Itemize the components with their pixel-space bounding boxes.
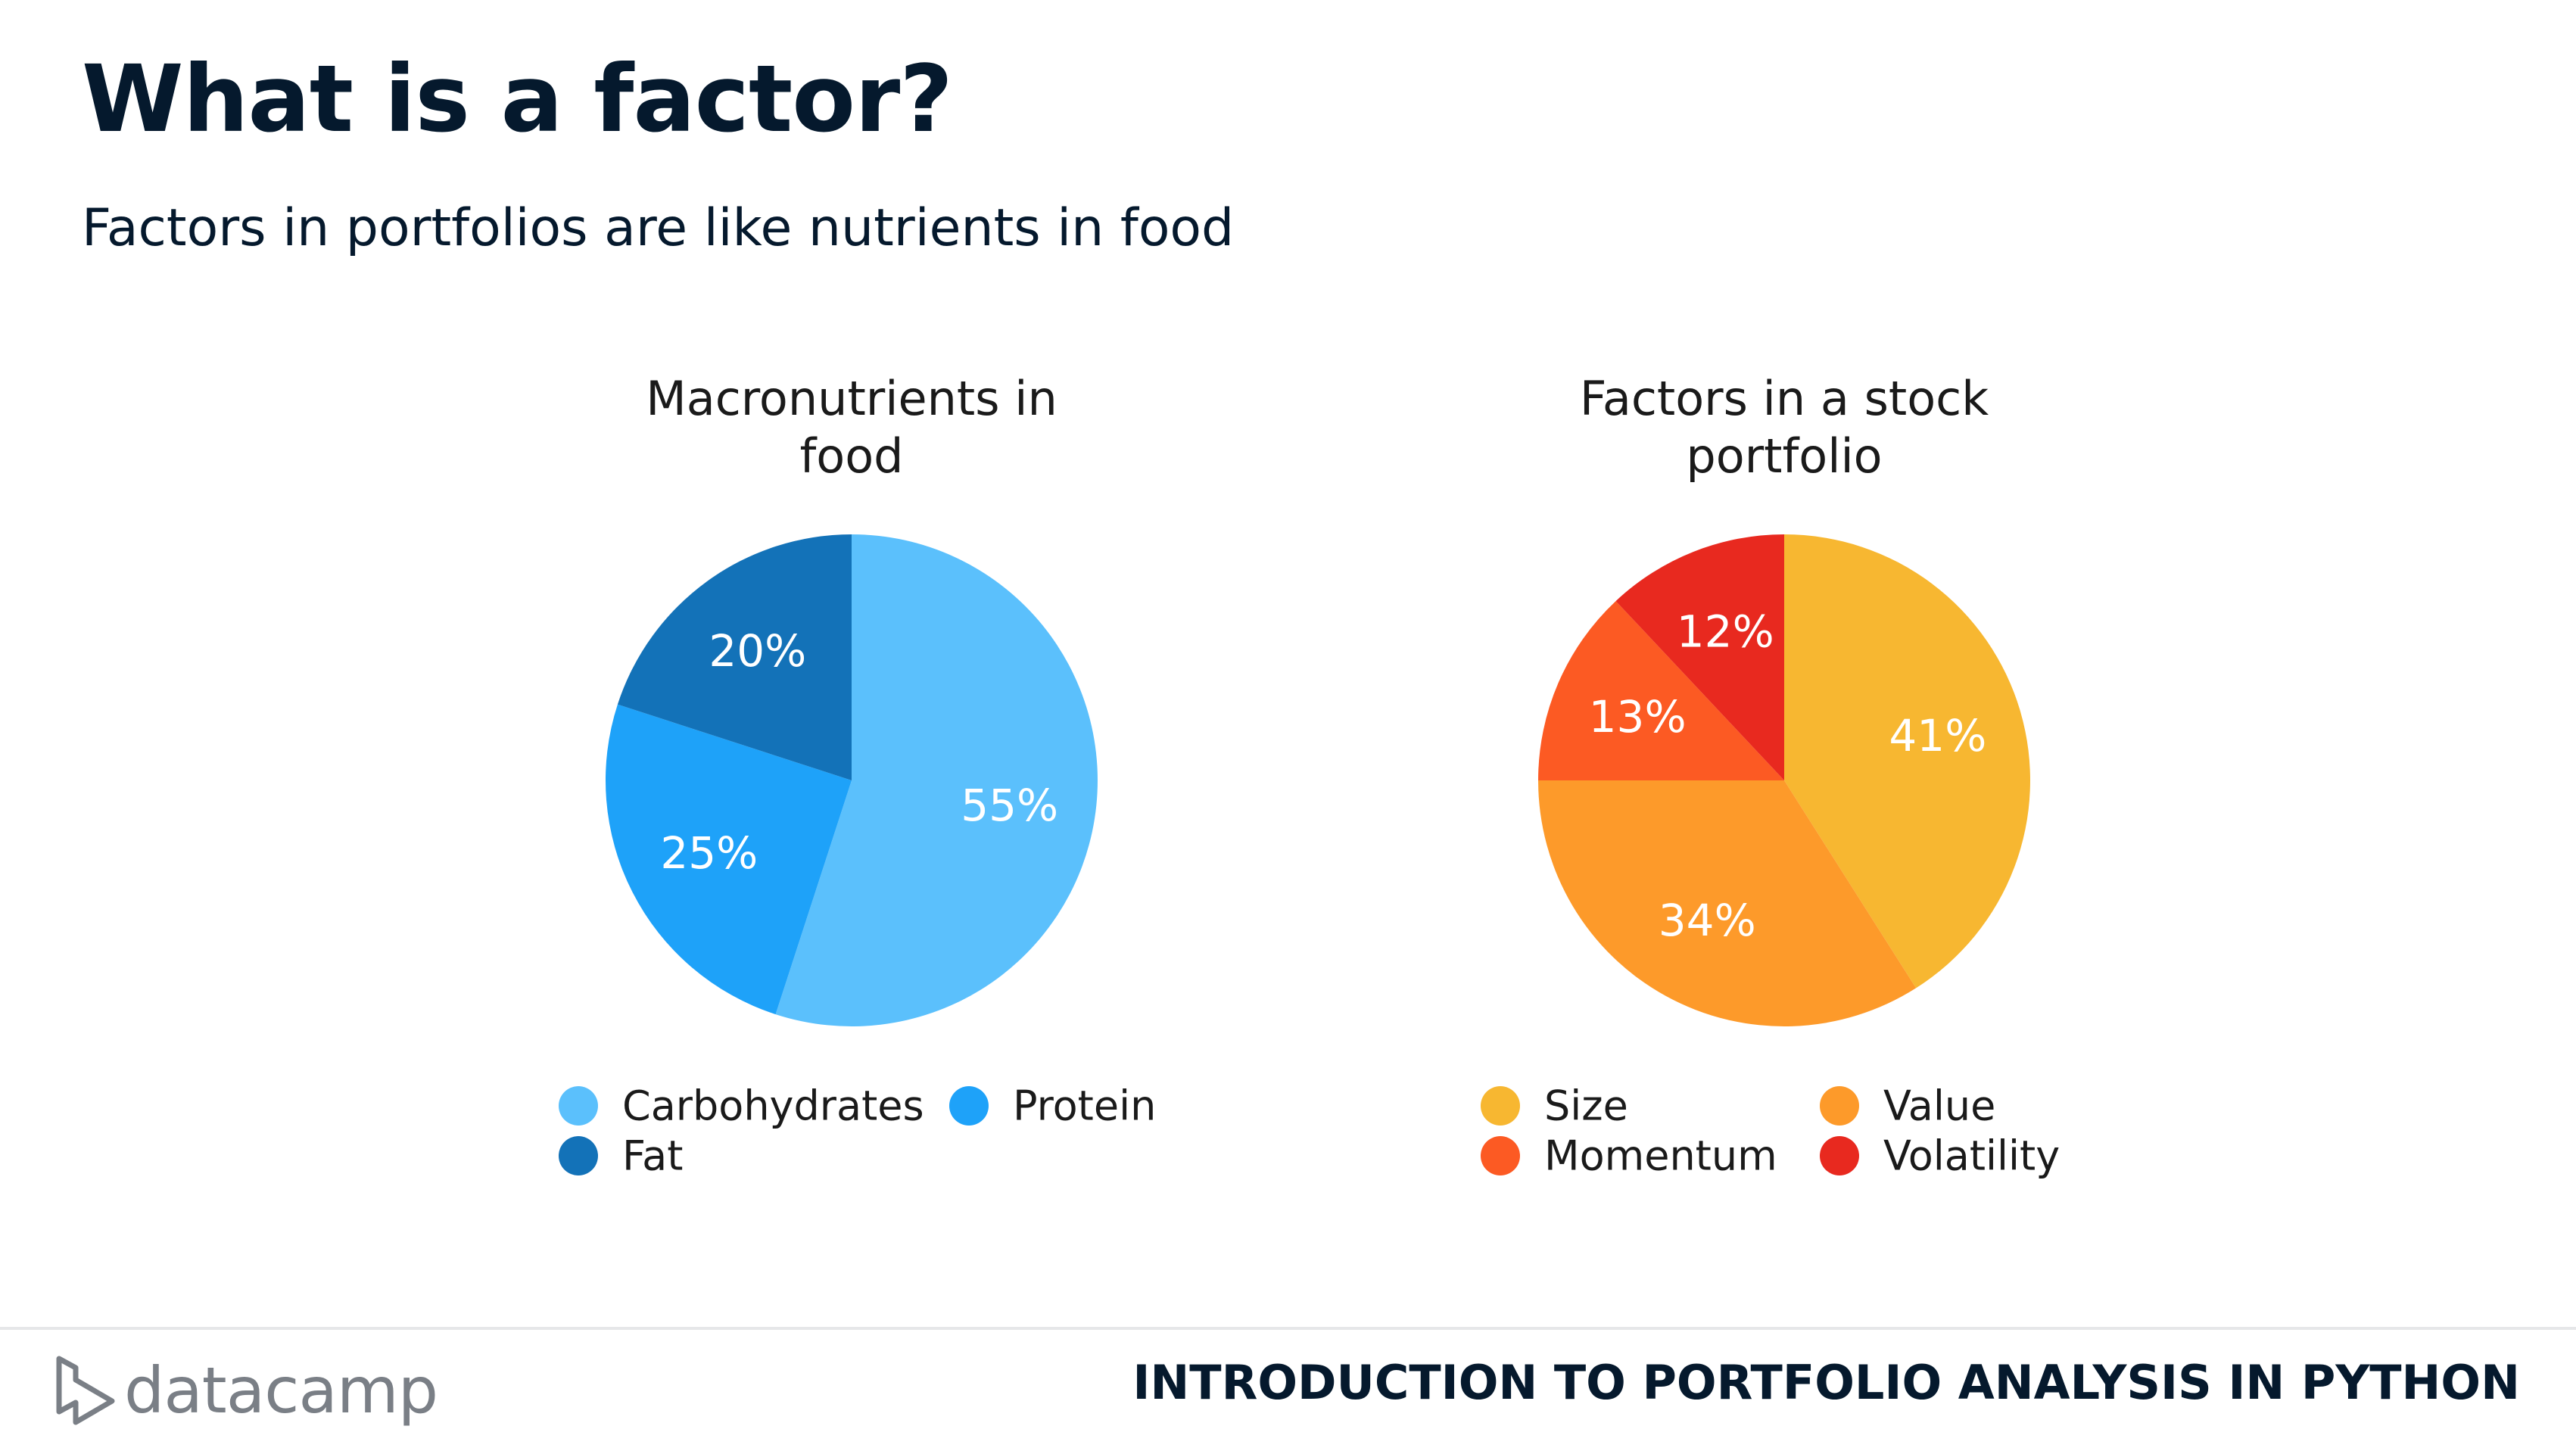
legend-item-fat: Fat	[559, 1132, 683, 1180]
legend-swatch-volatility	[1820, 1136, 1859, 1175]
slide-subtitle: Factors in portfolios are like nutrients…	[82, 198, 1235, 258]
datacamp-logo: datacamp	[53, 1349, 438, 1432]
legend-label-volatility: Volatility	[1883, 1132, 2060, 1180]
footer-divider	[0, 1327, 2576, 1330]
pie-slice-momentum	[1538, 601, 1784, 780]
legend-swatch-fat	[559, 1136, 598, 1175]
legend-label-size: Size	[1544, 1082, 1628, 1130]
legend-item-value: Value	[1820, 1082, 1995, 1130]
datacamp-logo-icon	[56, 1356, 115, 1425]
chart-title-line: Factors in a stock	[1580, 371, 1989, 426]
chart-title-line: food	[799, 428, 903, 484]
pie-slice-value	[1538, 780, 1917, 1026]
logo-text: datacamp	[124, 1353, 438, 1428]
legend-label-carbohydrates: Carbohydrates	[622, 1082, 924, 1130]
chart-title-line: Macronutrients in	[646, 371, 1057, 426]
legend-label-fat: Fat	[622, 1132, 683, 1180]
legend-label-momentum: Momentum	[1544, 1132, 1777, 1180]
slide-title: What is a factor?	[82, 45, 953, 153]
slice-label-fat: 20%	[709, 625, 806, 677]
slice-label-value: 34%	[1659, 895, 1756, 946]
legend-item-carbohydrates: Carbohydrates	[559, 1082, 924, 1130]
legend-swatch-carbohydrates	[559, 1086, 598, 1126]
legend-swatch-protein	[949, 1086, 989, 1126]
legend-item-protein: Protein	[949, 1082, 1156, 1130]
pie-slice-protein	[605, 704, 852, 1015]
course-title: INTRODUCTION TO PORTFOLIO ANALYSIS IN PY…	[1132, 1355, 2520, 1410]
legend-label-protein: Protein	[1013, 1082, 1156, 1130]
slice-label-carbohydrates: 55%	[961, 780, 1058, 831]
pie-slice-volatility	[1615, 534, 1784, 780]
slice-label-size: 41%	[1889, 710, 1986, 761]
chart-title-line: portfolio	[1686, 428, 1882, 484]
legend-item-momentum: Momentum	[1481, 1132, 1777, 1180]
legend-item-volatility: Volatility	[1820, 1132, 2060, 1180]
legend-item-size: Size	[1481, 1082, 1628, 1130]
pie-slice-fat	[617, 534, 852, 780]
slice-label-momentum: 13%	[1589, 691, 1687, 743]
legend-swatch-value	[1820, 1086, 1859, 1126]
legend-label-value: Value	[1883, 1082, 1995, 1130]
legend-swatch-momentum	[1481, 1136, 1520, 1175]
slice-label-protein: 25%	[660, 827, 758, 879]
pie-slice-size	[1784, 534, 2031, 989]
slice-label-volatility: 12%	[1677, 606, 1774, 658]
pie-slice-carbohydrates	[775, 534, 1098, 1026]
legend-swatch-size	[1481, 1086, 1520, 1126]
